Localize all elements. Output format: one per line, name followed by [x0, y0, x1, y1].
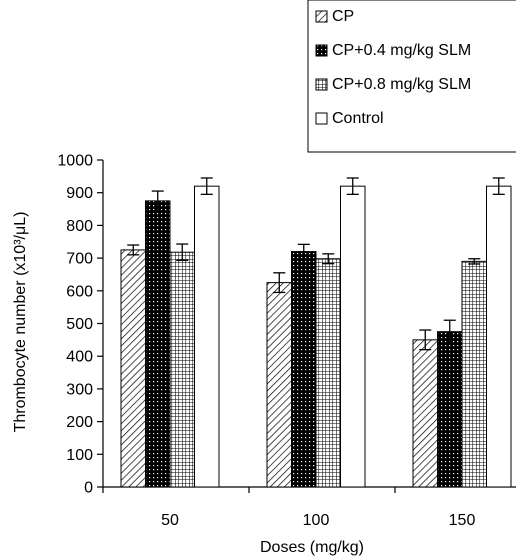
legend-label: Control: [332, 110, 384, 127]
y-tick-label: 0: [84, 480, 93, 497]
legend-box: [307, 0, 516, 153]
x-tick-label: 100: [303, 512, 330, 529]
y-tick-label: 200: [66, 414, 93, 431]
x-axis-title: Doses (mg/kg): [260, 539, 364, 556]
bar: [266, 282, 292, 488]
bar: [486, 185, 512, 488]
legend-swatch: [315, 44, 328, 57]
legend-swatch: [315, 10, 328, 23]
bar: [145, 200, 171, 488]
legend-label: CP+0.4 mg/kg SLM: [332, 42, 471, 59]
bar: [340, 185, 366, 488]
y-tick-label: 300: [66, 381, 93, 398]
y-tick-label: 1000: [57, 153, 93, 170]
bar: [194, 185, 220, 488]
y-tick-label: 900: [66, 185, 93, 202]
legend: CP CP+0.4 mg/kg SLM CP+0.8 mg/kg SLM Contro…: [307, 0, 516, 153]
bar: [461, 260, 487, 488]
bar: [120, 249, 146, 488]
legend-swatch: [315, 112, 328, 125]
x-tick-label: 50: [161, 512, 179, 529]
bar: [437, 331, 463, 488]
y-axis-title: Thrombocyte number (x10³/μL): [12, 212, 29, 433]
y-tick-label: 700: [66, 251, 93, 268]
plot-area: 0 100 200 300 400 500 600 700 800 900 1000 50 100 150: [57, 153, 516, 529]
y-tick-label: 600: [66, 283, 93, 300]
bar: [412, 339, 438, 488]
y-tick-label: 100: [66, 447, 93, 464]
bar: [291, 251, 317, 488]
y-tick-label: 400: [66, 349, 93, 366]
bar: [169, 251, 195, 488]
y-tick-label: 500: [66, 316, 93, 333]
y-tick-label: 800: [66, 218, 93, 235]
x-tick-label: 150: [449, 512, 476, 529]
legend-swatch: [315, 78, 328, 91]
bar: [315, 258, 341, 488]
legend-label: CP+0.8 mg/kg SLM: [332, 76, 471, 93]
legend-label: CP: [332, 8, 354, 25]
